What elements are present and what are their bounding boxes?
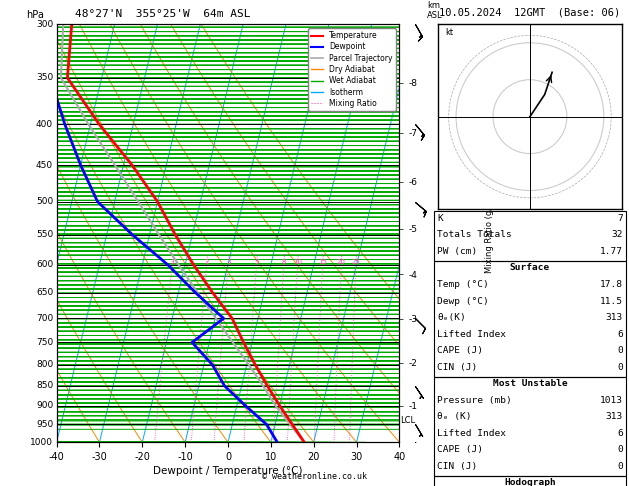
Text: 600: 600 bbox=[36, 260, 53, 269]
Text: CAPE (J): CAPE (J) bbox=[437, 346, 483, 355]
Text: hPa: hPa bbox=[26, 10, 43, 20]
Text: 7: 7 bbox=[617, 214, 623, 223]
Text: 0: 0 bbox=[617, 363, 623, 372]
Text: 25: 25 bbox=[352, 259, 360, 265]
Text: 650: 650 bbox=[36, 288, 53, 297]
Text: CIN (J): CIN (J) bbox=[437, 363, 477, 372]
Text: CIN (J): CIN (J) bbox=[437, 462, 477, 471]
Text: 1: 1 bbox=[170, 259, 174, 265]
Text: Totals Totals: Totals Totals bbox=[437, 230, 512, 240]
Text: kt: kt bbox=[445, 28, 453, 37]
Text: Lifted Index: Lifted Index bbox=[437, 429, 506, 438]
Text: 850: 850 bbox=[36, 382, 53, 390]
Text: 2: 2 bbox=[204, 259, 209, 265]
Text: 350: 350 bbox=[36, 73, 53, 82]
Text: 450: 450 bbox=[36, 160, 53, 170]
Text: K: K bbox=[437, 214, 443, 223]
Text: 313: 313 bbox=[606, 313, 623, 322]
Text: 15: 15 bbox=[318, 259, 327, 265]
Text: Surface: Surface bbox=[510, 263, 550, 273]
X-axis label: Dewpoint / Temperature (°C): Dewpoint / Temperature (°C) bbox=[153, 466, 303, 476]
Text: 5: 5 bbox=[254, 259, 259, 265]
Legend: Temperature, Dewpoint, Parcel Trajectory, Dry Adiabat, Wet Adiabat, Isotherm, Mi: Temperature, Dewpoint, Parcel Trajectory… bbox=[308, 28, 396, 111]
Text: 6: 6 bbox=[617, 429, 623, 438]
Text: 11.5: 11.5 bbox=[599, 296, 623, 306]
Text: Pressure (mb): Pressure (mb) bbox=[437, 396, 512, 405]
Text: 900: 900 bbox=[36, 401, 53, 410]
Text: LCL: LCL bbox=[400, 417, 415, 425]
Text: 500: 500 bbox=[36, 197, 53, 206]
Text: © weatheronline.co.uk: © weatheronline.co.uk bbox=[262, 472, 367, 481]
Text: PW (cm): PW (cm) bbox=[437, 247, 477, 256]
Text: 950: 950 bbox=[36, 420, 53, 429]
Text: 550: 550 bbox=[36, 230, 53, 239]
Text: Dewp (°C): Dewp (°C) bbox=[437, 296, 489, 306]
Text: Hodograph: Hodograph bbox=[504, 478, 556, 486]
Text: 1000: 1000 bbox=[30, 438, 53, 447]
Text: 17.8: 17.8 bbox=[599, 280, 623, 289]
Text: 313: 313 bbox=[606, 412, 623, 421]
Text: 700: 700 bbox=[36, 314, 53, 323]
Text: 8: 8 bbox=[282, 259, 286, 265]
Text: Mixing Ratio (g/kg): Mixing Ratio (g/kg) bbox=[485, 193, 494, 273]
Text: 1013: 1013 bbox=[599, 396, 623, 405]
Text: 10.05.2024  12GMT  (Base: 06): 10.05.2024 12GMT (Base: 06) bbox=[439, 7, 621, 17]
Text: 6: 6 bbox=[617, 330, 623, 339]
Text: 0: 0 bbox=[617, 346, 623, 355]
Text: Temp (°C): Temp (°C) bbox=[437, 280, 489, 289]
Text: θₑ(K): θₑ(K) bbox=[437, 313, 466, 322]
Text: 1.77: 1.77 bbox=[599, 247, 623, 256]
Text: 48°27'N  355°25'W  64m ASL: 48°27'N 355°25'W 64m ASL bbox=[75, 9, 251, 19]
Text: 32: 32 bbox=[611, 230, 623, 240]
Text: Most Unstable: Most Unstable bbox=[493, 379, 567, 388]
Text: 750: 750 bbox=[36, 338, 53, 347]
Text: CAPE (J): CAPE (J) bbox=[437, 445, 483, 454]
Text: θₑ (K): θₑ (K) bbox=[437, 412, 472, 421]
Text: 10: 10 bbox=[293, 259, 302, 265]
Text: km
ASL: km ASL bbox=[427, 0, 442, 20]
Text: 400: 400 bbox=[36, 120, 53, 129]
Text: 0: 0 bbox=[617, 462, 623, 471]
Text: 3: 3 bbox=[226, 259, 230, 265]
Text: 20: 20 bbox=[337, 259, 346, 265]
Text: 300: 300 bbox=[36, 20, 53, 29]
Text: 0: 0 bbox=[617, 445, 623, 454]
Text: 800: 800 bbox=[36, 360, 53, 369]
Text: Lifted Index: Lifted Index bbox=[437, 330, 506, 339]
